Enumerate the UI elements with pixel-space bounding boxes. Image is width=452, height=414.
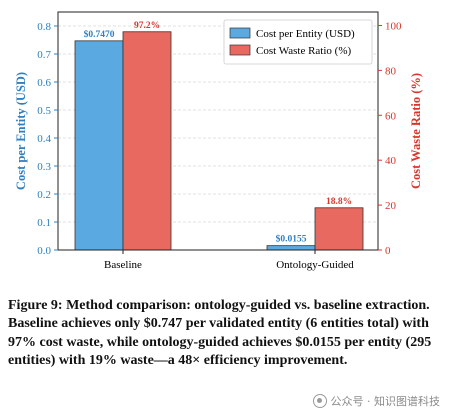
legend-label: Cost Waste Ratio (%) bbox=[256, 45, 351, 57]
x-tick-label: Baseline bbox=[104, 259, 142, 271]
right-tick-label: 80 bbox=[385, 65, 397, 77]
right-tick-label: 100 bbox=[385, 20, 402, 32]
x-tick-label: Ontology-Guided bbox=[276, 259, 354, 271]
y-axis-title-right: Cost Waste Ratio (%) bbox=[409, 73, 423, 189]
left-tick-label: 0.0 bbox=[37, 245, 51, 257]
watermark: 公众号 · 知识图谱科技 bbox=[312, 393, 441, 409]
bar-cost bbox=[74, 40, 124, 251]
right-tick-label: 60 bbox=[385, 110, 397, 122]
left-tick-label: 0.3 bbox=[37, 161, 51, 173]
left-tick-label: 0.6 bbox=[37, 77, 51, 89]
bar-value-label: $0.7470 bbox=[84, 29, 115, 40]
bar-waste bbox=[122, 31, 172, 251]
wechat-account-icon bbox=[312, 394, 327, 408]
right-tick-label: 0 bbox=[385, 245, 391, 257]
chart: $0.7470 $0.0155 97.2% 18.8% 0.0 0.1 0.2 0.3 0.4 0… bbox=[14, 11, 423, 271]
figure-caption: Figure 9: Method comparison: ontology-gu… bbox=[8, 298, 432, 368]
plot-frame bbox=[57, 11, 379, 251]
watermark-text: 公众号 · 知识图谱科技 bbox=[330, 395, 441, 408]
right-tick-label: 40 bbox=[385, 155, 397, 167]
bar-waste bbox=[314, 207, 364, 251]
left-tick-label: 0.7 bbox=[37, 49, 51, 61]
right-tick-label: 20 bbox=[385, 200, 397, 212]
legend-label: Cost per Entity (USD) bbox=[256, 28, 355, 40]
left-tick-label: 0.5 bbox=[37, 105, 51, 117]
y-axis-title-left: Cost per Entity (USD) bbox=[14, 72, 28, 190]
legend-box bbox=[223, 19, 373, 65]
left-tick-label: 0.1 bbox=[37, 217, 51, 229]
legend-swatch bbox=[229, 44, 251, 56]
bar-value-label: 97.2% bbox=[134, 21, 160, 31]
left-tick-label: 0.2 bbox=[37, 189, 51, 201]
left-tick-label: 0.4 bbox=[37, 133, 51, 145]
left-tick-label: 0.8 bbox=[37, 21, 51, 33]
legend-swatch bbox=[229, 27, 251, 39]
bar-cost bbox=[266, 245, 316, 251]
bar-value-label: $0.0155 bbox=[276, 234, 307, 245]
bar-value-label: 18.8% bbox=[326, 197, 352, 207]
